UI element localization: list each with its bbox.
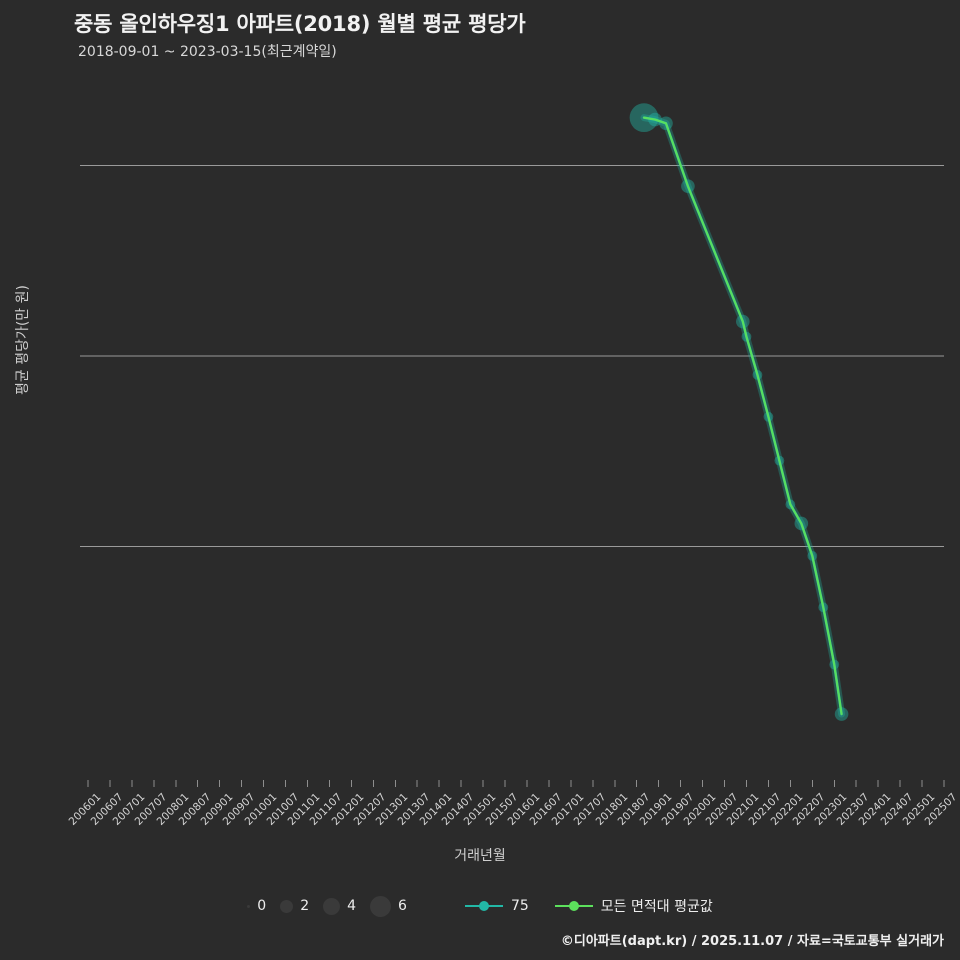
legend-series-item[interactable]: 모든 면적대 평균값 bbox=[554, 896, 713, 916]
y-axis-label: 평균 평당가(만 원) bbox=[15, 285, 31, 395]
legend-line-swatch bbox=[554, 900, 593, 912]
legend-series-item[interactable]: 75 bbox=[464, 898, 529, 914]
legend-series-list: 75 모든 면적대 평균값 bbox=[464, 896, 713, 916]
legend-line-swatch bbox=[464, 900, 503, 912]
legend-bubble-icon bbox=[280, 899, 294, 913]
legend-size-scale: 0 2 4 6 bbox=[247, 895, 421, 917]
legend-bubble-icon bbox=[370, 895, 392, 917]
legend-bubble-icon bbox=[247, 904, 251, 908]
legend-size-label: 2 bbox=[300, 898, 310, 914]
legend-bubble-icon bbox=[323, 897, 341, 915]
chart-legend: 0 2 4 6 75 모든 면적대 평균값 bbox=[0, 888, 960, 924]
series-line-75 bbox=[642, 116, 843, 716]
legend-series-label: 75 bbox=[510, 898, 529, 914]
series-line-75-glow bbox=[640, 114, 846, 718]
page-title: 중동 올인하우징1 아파트(2018) 월별 평균 평당가 bbox=[74, 12, 526, 36]
legend-size-item: 6 bbox=[370, 895, 407, 917]
series-line-average bbox=[642, 116, 843, 716]
legend-size-label: 6 bbox=[398, 898, 407, 914]
page-subtitle: 2018-09-01 ~ 2023-03-15(최근계약일) bbox=[78, 44, 337, 60]
legend-size-item: 2 bbox=[280, 898, 309, 914]
legend-size-item: 0 bbox=[247, 898, 266, 914]
x-axis-label: 거래년월 bbox=[454, 848, 506, 864]
legend-size-label: 0 bbox=[257, 898, 267, 914]
legend-size-label: 4 bbox=[347, 898, 357, 914]
legend-size-item: 4 bbox=[323, 897, 357, 915]
legend-series-label: 모든 면적대 평균값 bbox=[600, 899, 713, 915]
footer-credit: ©디아파트(dapt.kr) / 2025.11.07 / 자료=국토교통부 실… bbox=[560, 934, 944, 949]
